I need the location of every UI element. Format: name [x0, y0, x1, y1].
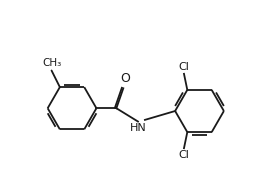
- Text: O: O: [120, 72, 130, 85]
- Text: CH₃: CH₃: [42, 58, 61, 68]
- Text: Cl: Cl: [178, 150, 189, 160]
- Text: HN: HN: [130, 123, 146, 133]
- Text: Cl: Cl: [178, 62, 189, 72]
